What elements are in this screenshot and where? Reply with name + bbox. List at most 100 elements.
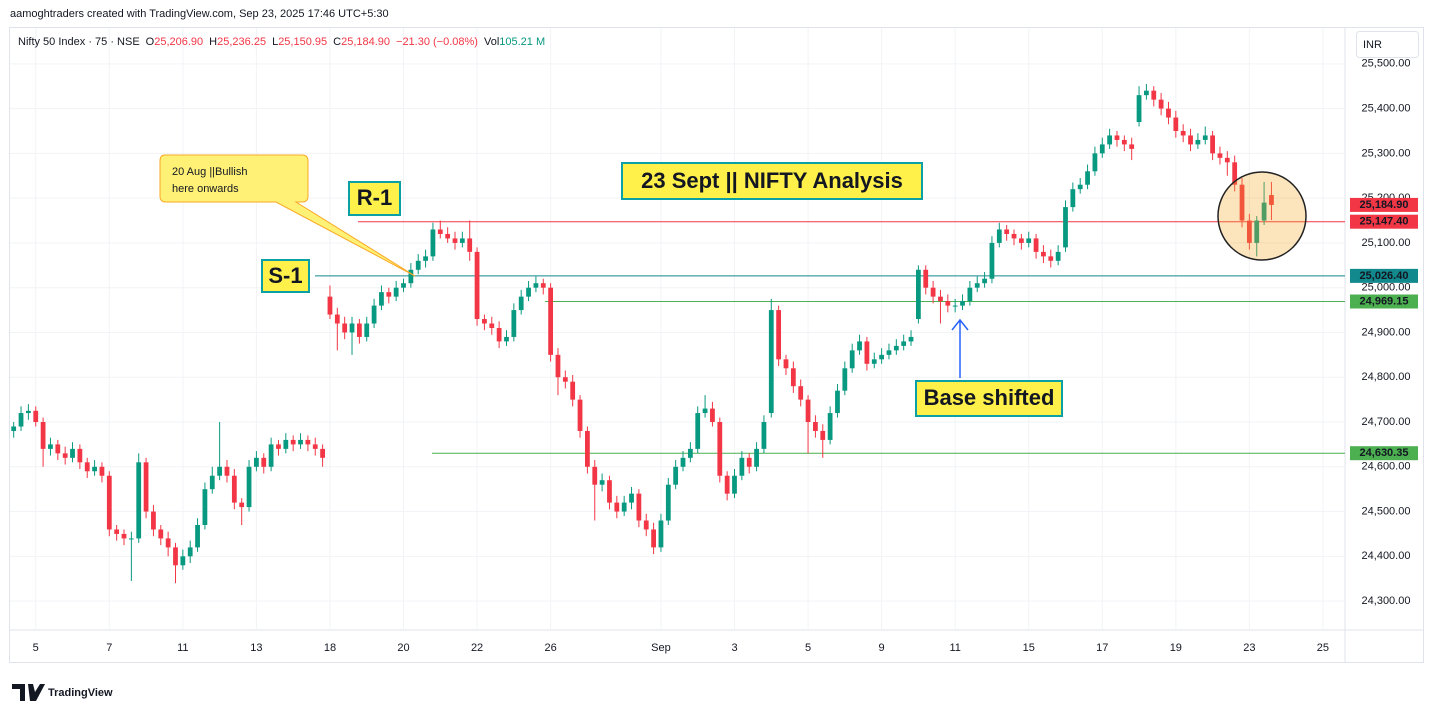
candle-body [1063, 207, 1068, 248]
candle-body [908, 336, 914, 342]
candle-body [70, 448, 75, 458]
level-label: 24,630.35 [1360, 447, 1409, 459]
candle-body [327, 296, 333, 315]
candle-body [1136, 95, 1142, 123]
candle-body [415, 260, 421, 270]
candle-body [268, 444, 274, 467]
support-label: S-1 [268, 263, 302, 288]
levels [315, 221, 1345, 454]
candle-body [761, 422, 767, 449]
candle-body [136, 462, 142, 539]
candle-body [92, 466, 97, 472]
title-box [621, 162, 923, 200]
resistance-box [348, 181, 401, 216]
candle-body [231, 475, 237, 503]
candle-body [114, 529, 120, 534]
candle-body [128, 538, 134, 540]
y-tick-label: 25,000.00 [1362, 282, 1411, 294]
grid [10, 28, 1345, 630]
candle-body [290, 439, 296, 445]
candle-body [1210, 135, 1215, 154]
candle-body [607, 480, 612, 503]
candle-body [651, 529, 656, 548]
candle-body [342, 323, 348, 333]
candle-body [592, 466, 598, 485]
x-tick-label: 25 [1317, 642, 1329, 654]
level-label: 25,147.40 [1360, 216, 1409, 228]
candle-body [165, 538, 171, 548]
candle-body [40, 422, 46, 449]
candle-body [680, 457, 686, 467]
y-tick-label: 24,900.00 [1362, 326, 1411, 338]
candle-body [960, 301, 965, 306]
candle-body [585, 430, 590, 467]
candle-body [687, 448, 693, 458]
candle-body [298, 439, 303, 445]
candle-body [857, 341, 862, 351]
credit: aamoghtraders created with TradingView.c… [10, 8, 389, 20]
x-tick-label: 7 [106, 642, 112, 654]
x-tick-label: 19 [1170, 642, 1182, 654]
candle-body [408, 269, 414, 284]
currency[interactable]: INR [1363, 39, 1382, 51]
candle-body [334, 314, 340, 324]
candle-body [776, 310, 782, 360]
x-tick-label: Sep [651, 642, 671, 654]
candle-body [305, 439, 311, 445]
x-tick-label: 15 [1023, 642, 1035, 654]
legend-value: 25,184.90 [341, 36, 390, 48]
candle-body [77, 448, 83, 463]
candle-body [570, 381, 576, 400]
candle-body [254, 457, 259, 467]
legend: Nifty 50 Index · 75 · NSE O25,206.90 H25,2… [18, 36, 545, 48]
candle-body [768, 310, 774, 414]
candle-body [1129, 144, 1135, 149]
candle-body [364, 323, 370, 337]
candle-body [1085, 171, 1090, 185]
candles [11, 83, 1274, 584]
candle-body [209, 475, 215, 490]
callout-line: here onwards [172, 183, 239, 195]
candle-body [312, 444, 318, 449]
candle-body [629, 493, 634, 503]
y-tick-label: 25,300.00 [1362, 147, 1411, 159]
candle-body [967, 287, 973, 302]
candle-body [187, 547, 193, 557]
candle-body [636, 493, 642, 521]
candle-body [724, 475, 730, 494]
logo-icon [12, 684, 45, 701]
last-price-label: 25,184.90 [1360, 199, 1409, 211]
candle-body [1048, 256, 1054, 261]
resistance-label: R-1 [357, 185, 392, 210]
candle-body [1217, 153, 1223, 158]
candle-body [62, 453, 68, 458]
candle-body [371, 305, 377, 324]
candle-body [1144, 90, 1149, 96]
currency-button[interactable] [1356, 31, 1419, 58]
candle-body [533, 283, 539, 288]
candle-body [496, 327, 502, 342]
candle-body [1173, 117, 1179, 131]
candle-body [239, 502, 245, 508]
x-tick-label: 3 [731, 642, 737, 654]
candle-body [482, 319, 487, 324]
candle-body [901, 341, 907, 346]
candle-body [577, 399, 583, 431]
y-tick-label: 25,500.00 [1362, 58, 1411, 70]
candle-body [930, 287, 936, 297]
legend-value: 25,206.90 [154, 36, 203, 48]
candle-body [1151, 90, 1157, 100]
support-box [261, 259, 310, 293]
candle-body [754, 448, 759, 467]
candle-body [827, 413, 833, 440]
symbol: Nifty 50 Index · 75 · NSE [18, 36, 140, 48]
candle-body [665, 484, 671, 521]
candle-body [151, 511, 156, 530]
candle-body [11, 426, 17, 431]
candle-body [18, 413, 24, 427]
candle-body [379, 292, 384, 306]
candle-body [1261, 202, 1267, 221]
candle-body [820, 430, 826, 440]
candle-body [106, 475, 112, 530]
